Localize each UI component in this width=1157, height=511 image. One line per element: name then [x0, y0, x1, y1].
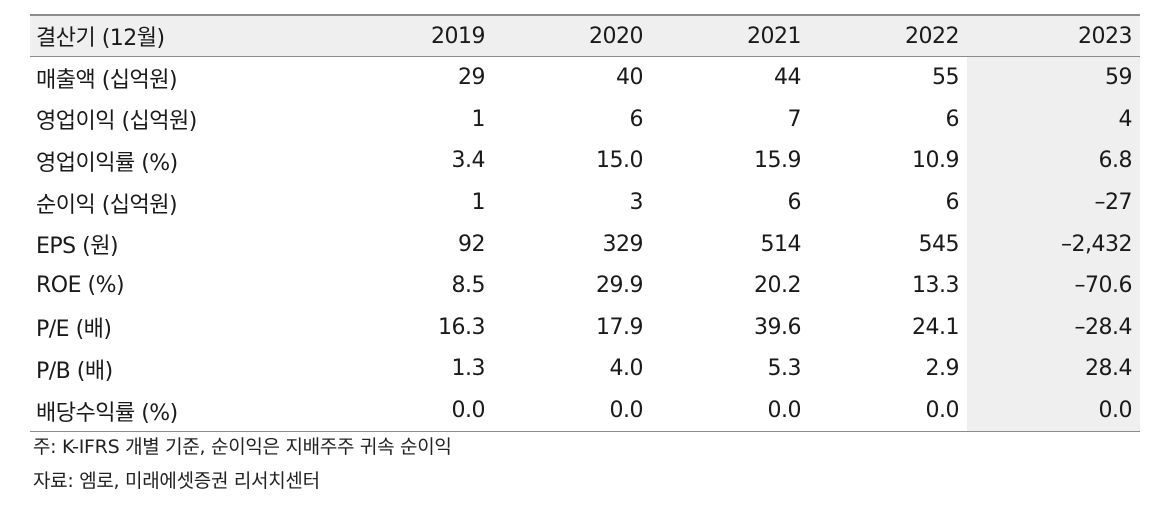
table-cell: 20.2 [754, 273, 801, 299]
table-cell: 1 [471, 190, 486, 216]
footnotes: 주: K-IFRS 개별 기준, 순이익은 지배주주 귀속 순이익 자료: 엠로… [33, 430, 452, 498]
table-cell: 0.0 [967, 389, 1140, 433]
table-row: EPS (원) 92 329 514 545 –2,432 [30, 223, 1140, 265]
row-label: P/B (배) [36, 358, 113, 384]
table-cell: 4.0 [609, 356, 644, 382]
header-year: 2020 [589, 23, 644, 49]
row-label: 매출액 (십억원) [36, 67, 178, 93]
table-cell: 0.0 [651, 389, 809, 433]
table-cell: 0.0 [809, 389, 967, 433]
table-cell: 15.9 [754, 148, 801, 174]
table-cell: 545 [918, 231, 960, 257]
header-year: 2023 [1078, 23, 1133, 49]
table-row: 영업이익률 (%) 3.4 15.0 15.9 10.9 6.8 [30, 140, 1140, 182]
table-cell: 28.4 [967, 348, 1140, 390]
row-label: 순이익 (십억원) [36, 192, 178, 218]
header-year: 2022 [905, 23, 960, 49]
row-label: ROE (%) [36, 273, 125, 299]
table-row: 영업이익 (십억원) 1 6 7 6 4 [30, 98, 1140, 141]
table-cell: 2.9 [925, 356, 960, 382]
header-year: 2021 [747, 23, 802, 49]
table-cell: 329 [602, 231, 644, 257]
table-cell: 44 [774, 65, 802, 91]
row-label: EPS (원) [36, 234, 119, 260]
table-cell: –2,432 [967, 223, 1140, 265]
header-label: 결산기 (12월) [36, 26, 165, 51]
table-cell: 6 [629, 106, 644, 132]
table-row: 배당수익률 (%) 0.0 0.0 0.0 0.0 0.0 [30, 389, 1140, 433]
table-cell: 3.4 [451, 148, 486, 174]
table-cell: –28.4 [967, 306, 1140, 349]
table-cell: –70.6 [967, 264, 1140, 307]
table-cell: 3 [629, 190, 644, 216]
basis-note: 주: K-IFRS 개별 기준, 순이익은 지배주주 귀속 순이익 [33, 436, 452, 458]
table-cell: 29 [458, 65, 486, 91]
table-cell: 514 [760, 231, 802, 257]
table-cell: –27 [967, 181, 1140, 224]
source-note: 자료: 엠로, 미래에셋증권 리서치센터 [33, 470, 320, 492]
table-cell: 15.0 [596, 148, 643, 174]
row-label: 영업이익 (십억원) [36, 109, 197, 135]
table-cell: 59 [967, 56, 1140, 99]
table-cell: 13.3 [912, 273, 959, 299]
table-cell: 5.3 [767, 356, 802, 382]
table-row: P/E (배) 16.3 17.9 39.6 24.1 –28.4 [30, 306, 1140, 349]
table-cell: 40 [616, 65, 644, 91]
table-cell: 17.9 [596, 314, 643, 340]
table-cell: 29.9 [596, 273, 643, 299]
table-header-row: 결산기 (12월) 2019 2020 2021 2022 2023 [30, 15, 1140, 57]
table-row: P/B (배) 1.3 4.0 5.3 2.9 28.4 [30, 348, 1140, 390]
header-year: 2019 [431, 23, 486, 49]
table-row: ROE (%) 8.5 29.9 20.2 13.3 –70.6 [30, 264, 1140, 307]
table-cell: 0.0 [335, 389, 493, 433]
table-cell: 8.5 [451, 273, 486, 299]
row-label: 영업이익률 (%) [36, 150, 178, 176]
table-cell: 6 [945, 190, 960, 216]
table-cell: 24.1 [912, 314, 959, 340]
financial-table: 결산기 (12월) 2019 2020 2021 2022 2023 매출액 (… [30, 14, 1140, 433]
table-cell: 6.8 [967, 140, 1140, 182]
table-cell: 6 [945, 106, 960, 132]
table-cell: 6 [787, 190, 802, 216]
table-cell: 4 [967, 98, 1140, 141]
row-label: P/E (배) [36, 317, 112, 343]
table-cell: 92 [458, 231, 486, 257]
table-row: 매출액 (십억원) 29 40 44 55 59 [30, 56, 1140, 99]
table-cell: 55 [932, 65, 960, 91]
table-row: 순이익 (십억원) 1 3 6 6 –27 [30, 181, 1140, 224]
table-cell: 39.6 [754, 314, 801, 340]
row-label: 배당수익률 (%) [30, 389, 335, 433]
table-cell: 10.9 [912, 148, 959, 174]
table-cell: 0.0 [493, 389, 651, 433]
table-cell: 1 [471, 106, 486, 132]
table-cell: 1.3 [451, 356, 486, 382]
table-cell: 16.3 [438, 314, 485, 340]
table-cell: 7 [787, 106, 802, 132]
